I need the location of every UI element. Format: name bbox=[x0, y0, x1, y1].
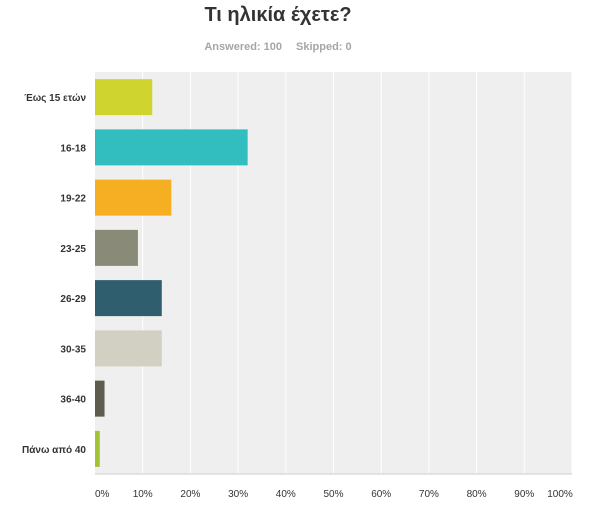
x-tick-label: 20% bbox=[180, 489, 200, 500]
x-tick-label: 40% bbox=[276, 489, 296, 500]
x-tick-label: 80% bbox=[467, 489, 487, 500]
category-label: Έως 15 ετών bbox=[24, 93, 86, 104]
chart-title: Τι ηλικία έχετε? bbox=[204, 4, 352, 26]
category-label: 23-25 bbox=[60, 244, 86, 255]
x-tick-labels: 0% 10% 20% 30% 40% 50% 60% 70% 80% 90% 100% bbox=[95, 489, 573, 500]
bar-3 bbox=[95, 229, 138, 266]
answered-count: Answered: 100 bbox=[204, 41, 283, 53]
bar-0 bbox=[95, 79, 153, 116]
bars bbox=[95, 79, 248, 467]
x-tick-label: 50% bbox=[323, 489, 343, 500]
bar-6 bbox=[95, 380, 105, 417]
category-label: 30-35 bbox=[60, 344, 86, 355]
category-label: 36-40 bbox=[60, 395, 86, 406]
category-label: 19-22 bbox=[60, 194, 86, 205]
bar-1 bbox=[95, 129, 248, 166]
x-tick-label: 100% bbox=[547, 489, 573, 500]
category-labels: Έως 15 ετών 16-18 19-22 23-25 26-29 30-35 36-4… bbox=[22, 93, 86, 456]
category-label: Πάνω από 40 bbox=[22, 445, 86, 456]
bar-5 bbox=[95, 330, 162, 367]
x-tick-label: 70% bbox=[419, 489, 439, 500]
x-tick-label: 60% bbox=[371, 489, 391, 500]
x-tick-label: 10% bbox=[133, 489, 153, 500]
bar-7 bbox=[95, 430, 100, 467]
x-tick-label: 0% bbox=[95, 489, 110, 500]
x-tick-label: 90% bbox=[514, 489, 534, 500]
category-label: 16-18 bbox=[60, 143, 86, 154]
response-stats: Answered: 100 Skipped: 0 bbox=[0, 41, 556, 53]
x-tick-label: 30% bbox=[228, 489, 248, 500]
bar-4 bbox=[95, 280, 162, 317]
bar-2 bbox=[95, 179, 172, 216]
skipped-count: Skipped: 0 bbox=[296, 41, 352, 53]
category-label: 26-29 bbox=[60, 294, 86, 305]
